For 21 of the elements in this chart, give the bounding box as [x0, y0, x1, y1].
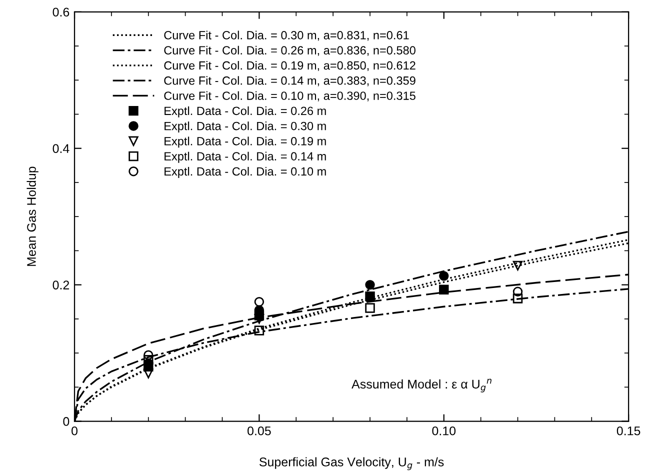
legend-label: Exptl. Data - Col. Dia. = 0.10 m [164, 166, 326, 178]
legend-label: Exptl. Data - Col. Dia. = 0.30 m [164, 122, 326, 133]
y-tick-label: 0.6 [52, 8, 70, 17]
x-tick-label: 0 [72, 426, 78, 436]
y-tick-label: 0 [63, 417, 70, 426]
y-axis-title: Mean Gas Holdup [26, 166, 38, 266]
x-tick-label: 0.05 [248, 426, 271, 436]
legend-label: Curve Fit - Col. Dia. = 0.30 m, a=0.831, n=0.61 [164, 30, 409, 41]
legend-label: Curve Fit - Col. Dia. = 0.14 m, a=0.383, n=0.359 [164, 76, 416, 86]
legend-label: Curve Fit - Col. Dia. = 0.10 m, a=0.390, n=0.315 [164, 91, 416, 102]
y-tick-label: 0.2 [52, 280, 70, 290]
legend-label: Exptl. Data - Col. Dia. = 0.19 m [164, 136, 326, 148]
legend-label: Curve Fit - Col. Dia. = 0.26 m, a=0.836, n=0.580 [164, 46, 416, 56]
annotation: Assumed Model : ε α U$_{g}$$^{n}$ [352, 378, 492, 392]
y-tick-label: 0.4 [52, 144, 70, 154]
x-axis-title: Superficial Gas Velocity, U$_{g}$ - m/s [259, 457, 444, 470]
x-tick-label: 0.15 [616, 426, 640, 436]
x-tick-label: 0.10 [432, 426, 456, 436]
legend-label: Exptl. Data - Col. Dia. = 0.14 m [164, 152, 326, 163]
legend-label: Exptl. Data - Col. Dia. = 0.26 m [164, 106, 326, 118]
legend-label: Curve Fit - Col. Dia. = 0.19 m, a=0.850, n=0.612 [164, 60, 416, 72]
